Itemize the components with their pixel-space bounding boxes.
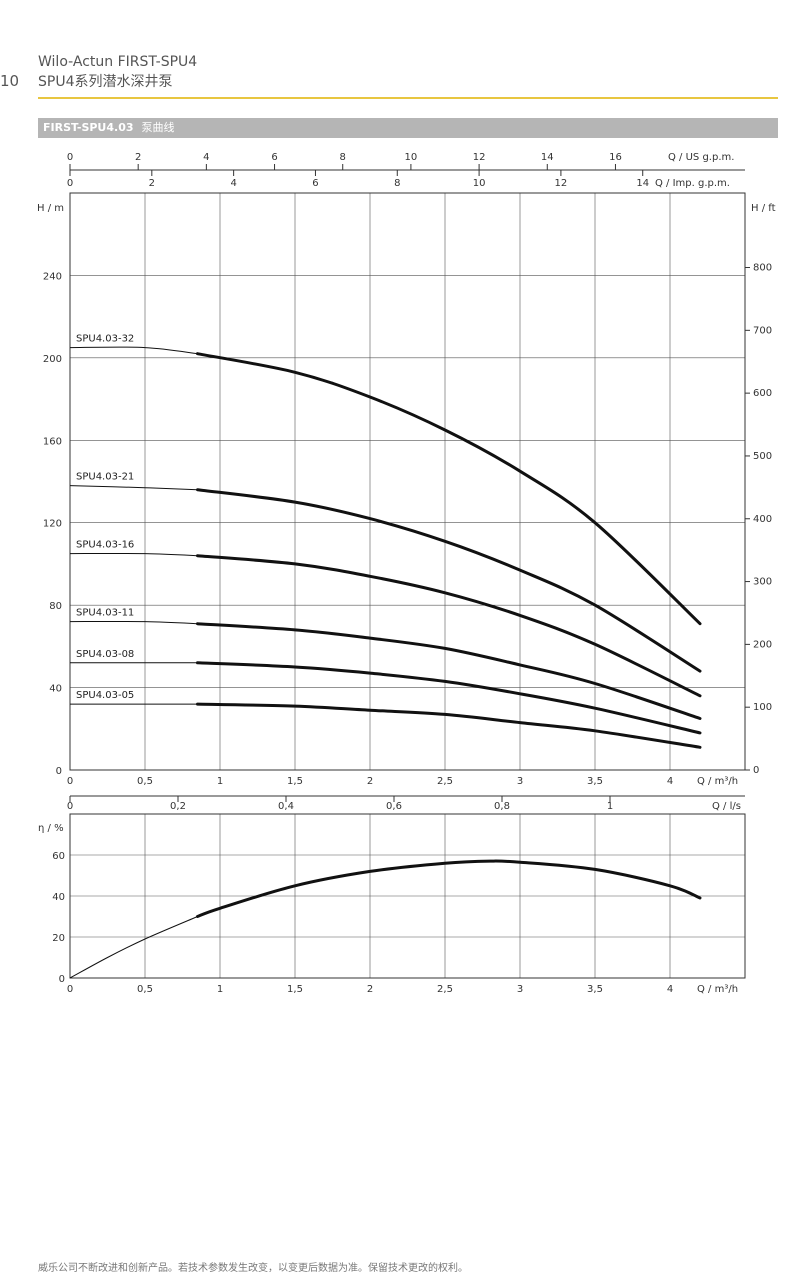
header-rule (38, 97, 778, 99)
head-curve-spu4-03-08 (196, 661, 702, 735)
top-axis-tick-label: 14 (636, 178, 649, 189)
head-xtick-label: 3,5 (587, 776, 603, 787)
head-right-tick-label: 0 (753, 765, 759, 776)
head-ytick-label: 80 (49, 601, 62, 612)
eff-xtick-label: 2 (367, 984, 373, 995)
head-right-tick-label: 800 (753, 263, 772, 274)
head-xtick-label: 0 (67, 776, 73, 787)
head-xtick-label: 0,5 (137, 776, 153, 787)
pump-curve-chart: 0 2 4 6 8 10 12 14 16 Q / US g.p.m.0 2 4 6 8 10 12 14 Q /… (37, 152, 776, 995)
eff-top-axis-tick-label: 0,8 (494, 801, 510, 812)
eff-top-axis-tick-label: 0,6 (386, 801, 402, 812)
series-label: SPU4.03-11 (76, 608, 134, 619)
head-plot-frame (69, 192, 746, 771)
eff-ytick-label: 40 (52, 892, 65, 903)
head-curve-spu4-03-32 (196, 352, 702, 626)
head-ytick-label: 40 (49, 684, 62, 695)
head-curve-spu4-03-11 (196, 622, 702, 720)
top-axis-tick-label: 0 (67, 152, 73, 163)
series-label: SPU4.03-16 (76, 540, 134, 551)
head-xtick-label: 2,5 (437, 776, 453, 787)
head-curve-spu4-03-32-thin (69, 346, 198, 355)
top-axis-label: Q / Imp. g.p.m. (655, 178, 730, 189)
head-ytick-label: 160 (43, 436, 62, 447)
head-ylabel: H / m (37, 203, 64, 214)
head-right-tick-label: 400 (753, 514, 772, 525)
header-product-title: SPU4系列潜水深井泵 (38, 74, 173, 91)
series-label: SPU4.03-21 (76, 472, 134, 483)
top-axis-tick-label: 8 (340, 152, 346, 163)
head-xtick-label: 3 (517, 776, 523, 787)
head-curve-spu4-03-11-thin (69, 620, 198, 625)
head-ytick-label: 240 (43, 271, 62, 282)
top-axis-tick-label: 8 (394, 178, 400, 189)
head-curve-spu4-03-21 (196, 488, 702, 673)
head-xtick-label: 2 (367, 776, 373, 787)
head-ylabel-right: H / ft (751, 203, 776, 214)
head-ytick-label: 200 (43, 354, 62, 365)
document-header: Wilo-Actun FIRST-SPU4 SPU4系列潜水深井泵 (38, 52, 197, 93)
eff-xtick-label: 3 (517, 984, 523, 995)
head-ytick-label: 0 (56, 766, 62, 777)
eff-xtick-label: 3,5 (587, 984, 603, 995)
eff-top-axis-label: Q / l/s (712, 801, 741, 812)
series-label: SPU4.03-05 (76, 690, 134, 701)
page-number: 10 (0, 72, 20, 90)
eff-xtick-label: 1 (217, 984, 223, 995)
top-axis-tick-label: 2 (149, 178, 155, 189)
eff-xtick-label: 0,5 (137, 984, 153, 995)
top-axis-tick-label: 6 (312, 178, 318, 189)
head-xtick-label: 1,5 (287, 776, 303, 787)
header-product-line: Wilo-Actun FIRST-SPU4 (38, 54, 198, 70)
section-label: FIRST-SPU4.03 (43, 121, 134, 134)
eff-top-axis-tick-label: 0,2 (170, 801, 186, 812)
eff-top-axis-tick-label: 1 (607, 801, 613, 812)
head-right-tick-label: 300 (753, 577, 772, 588)
top-axis-tick-label: 0 (67, 178, 73, 189)
eff-xtick-label: 2,5 (437, 984, 453, 995)
eff-ylabel: η / % (38, 823, 64, 834)
head-right-tick-label: 100 (753, 702, 772, 713)
top-axis-tick-label: 2 (135, 152, 141, 163)
top-axis-tick-label: 12 (473, 152, 486, 163)
head-xtick-label: 1 (217, 776, 223, 787)
head-curve-spu4-03-16 (196, 554, 702, 698)
series-label: SPU4.03-08 (76, 649, 134, 660)
top-axis-tick-label: 14 (541, 152, 554, 163)
section-bar: FIRST-SPU4.03 泵曲线 (38, 118, 778, 138)
series-label: SPU4.03-32 (76, 334, 134, 345)
eff-ytick-label: 60 (52, 851, 65, 862)
eff-xtick-label: 4 (667, 984, 673, 995)
eff-xlabel: Q / m³/h (697, 984, 738, 995)
top-axis-tick-label: 10 (405, 152, 418, 163)
head-xtick-label: 4 (667, 776, 673, 787)
footer-disclaimer: 威乐公司不断改进和创新产品。若技术参数发生改变，以变更后数据为准。保留技术更改的… (38, 1263, 468, 1274)
head-curve-spu4-03-21-thin (69, 485, 198, 491)
top-axis-tick-label: 6 (271, 152, 277, 163)
eff-xtick-label: 1,5 (287, 984, 303, 995)
eff-top-axis-tick-label: 0,4 (278, 801, 294, 812)
head-right-tick-label: 700 (753, 325, 772, 336)
eff-top-axis-tick-label: 0 (67, 801, 73, 812)
eff-ytick-label: 20 (52, 933, 65, 944)
efficiency-curve-thin (69, 916, 198, 979)
top-axis-tick-label: 4 (203, 152, 209, 163)
head-right-tick-label: 500 (753, 451, 772, 462)
head-right-tick-label: 200 (753, 639, 772, 650)
section-title: 泵曲线 (141, 121, 175, 134)
top-axis-tick-label: 4 (230, 178, 236, 189)
eff-xtick-label: 0 (67, 984, 73, 995)
head-curve-spu4-03-05 (196, 702, 702, 749)
head-ytick-label: 120 (43, 519, 62, 530)
head-right-tick-label: 600 (753, 388, 772, 399)
top-axis-label: Q / US g.p.m. (668, 152, 734, 163)
efficiency-curve (196, 859, 702, 918)
head-xlabel: Q / m³/h (697, 776, 738, 787)
top-axis-tick-label: 10 (473, 178, 486, 189)
eff-ytick-label: 0 (59, 974, 65, 985)
head-curve-spu4-03-16-thin (69, 552, 198, 557)
top-axis-tick-label: 12 (555, 178, 568, 189)
eff-plot-frame (69, 813, 746, 979)
top-axis-tick-label: 16 (609, 152, 622, 163)
